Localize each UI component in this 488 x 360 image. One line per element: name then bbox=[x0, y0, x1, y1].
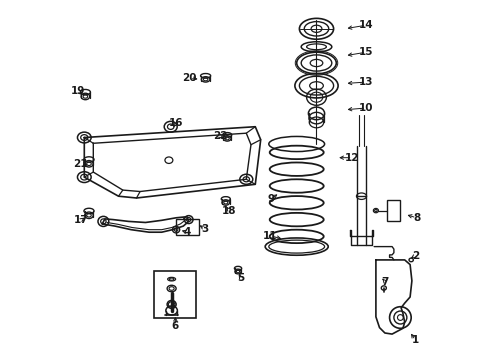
Text: 5: 5 bbox=[237, 273, 244, 283]
Text: 19: 19 bbox=[71, 86, 85, 96]
Text: 17: 17 bbox=[73, 215, 88, 225]
Text: 20: 20 bbox=[182, 73, 197, 84]
Bar bbox=[386, 200, 400, 221]
Text: 2: 2 bbox=[411, 251, 418, 261]
Text: 3: 3 bbox=[201, 224, 208, 234]
Text: 14: 14 bbox=[358, 20, 373, 30]
Text: 4: 4 bbox=[183, 227, 190, 237]
Text: 18: 18 bbox=[222, 206, 236, 216]
Text: 6: 6 bbox=[171, 321, 179, 331]
Text: 12: 12 bbox=[345, 153, 359, 163]
Text: 21: 21 bbox=[73, 159, 88, 169]
Bar bbox=[153, 271, 196, 318]
Text: 11: 11 bbox=[263, 231, 277, 241]
Text: 1: 1 bbox=[411, 335, 418, 345]
Text: 8: 8 bbox=[412, 213, 419, 223]
Text: 13: 13 bbox=[358, 77, 373, 87]
Text: 7: 7 bbox=[381, 276, 388, 287]
Text: 16: 16 bbox=[168, 118, 183, 128]
Bar bbox=[176, 219, 199, 235]
Text: 15: 15 bbox=[358, 47, 373, 57]
Text: 9: 9 bbox=[267, 194, 274, 204]
Text: 10: 10 bbox=[358, 103, 373, 113]
Text: 22: 22 bbox=[212, 131, 227, 141]
